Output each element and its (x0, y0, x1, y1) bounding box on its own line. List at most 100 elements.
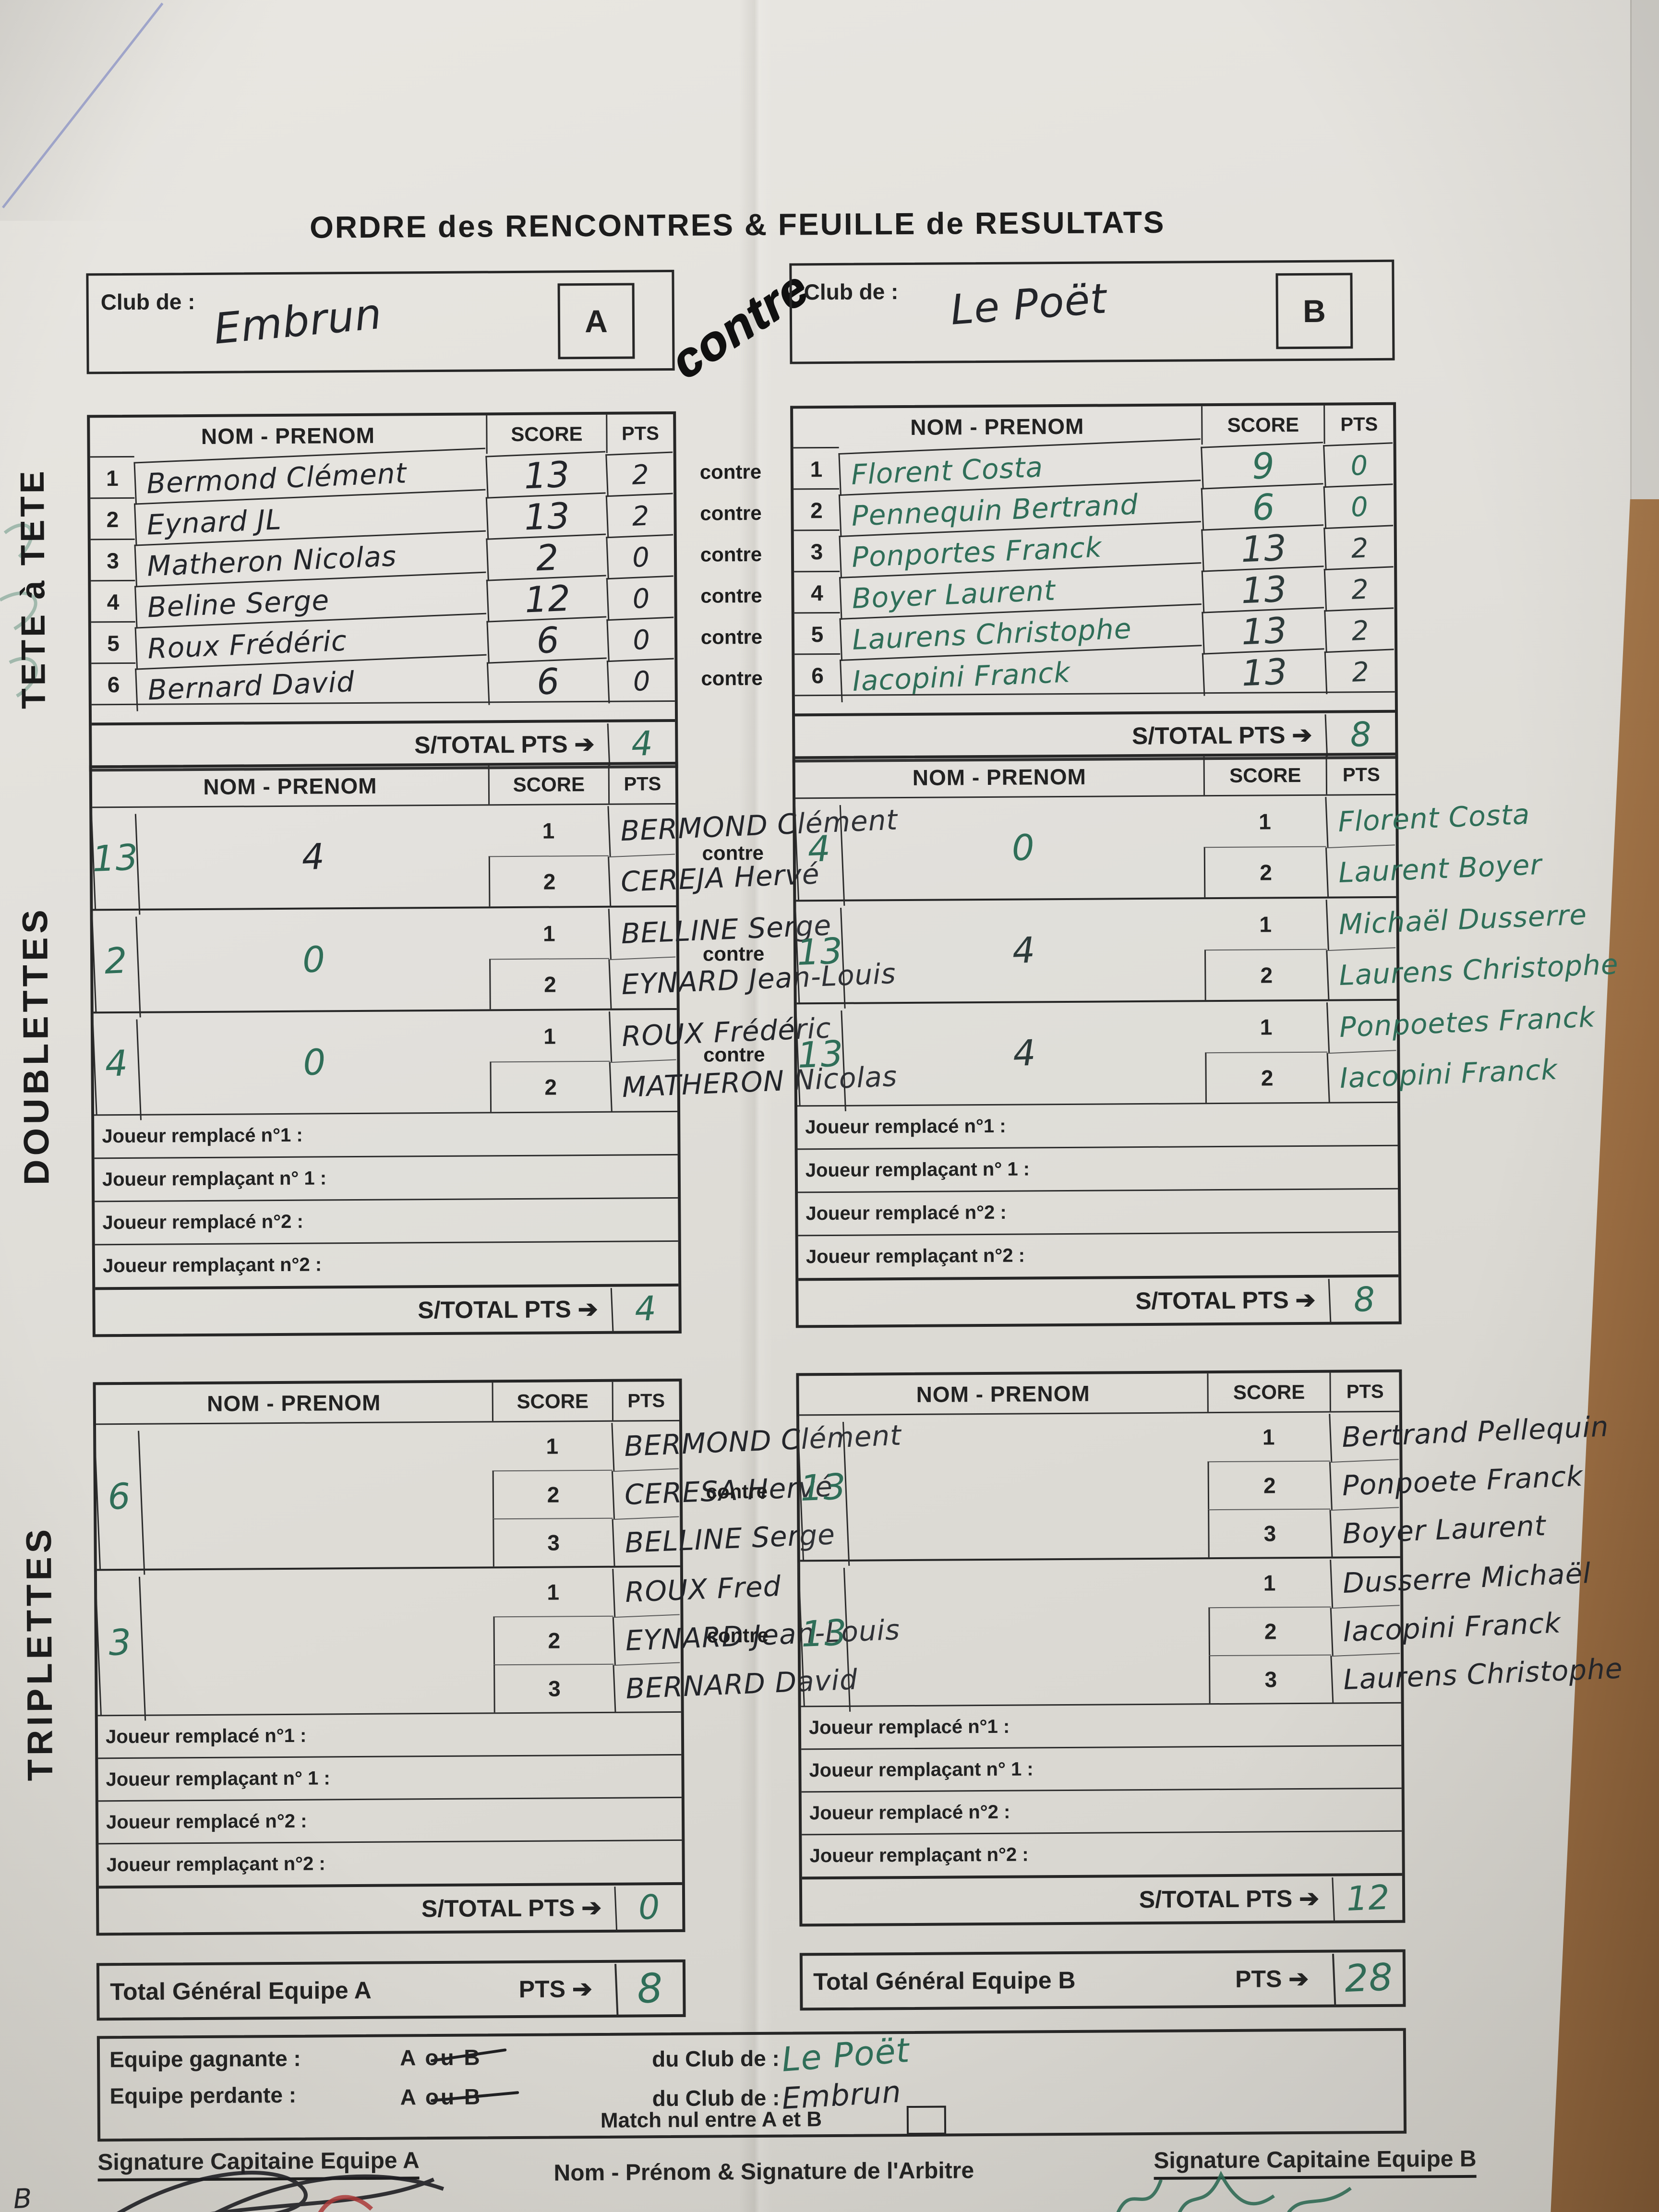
subtotal-value: 0 (614, 1884, 684, 1931)
pts-value (842, 1407, 1211, 1566)
total-a-label: Total Général Equipe A (110, 1976, 372, 2006)
score-value: 6 (93, 1424, 144, 1570)
doublettes-table-a: NOM - PRENOM SCORE PTS 1 BERMOND Clément… (89, 761, 898, 1337)
player-name: Laurent Boyer (1325, 844, 1542, 898)
row-num: 3 (1209, 1654, 1332, 1704)
player-name: Boyer Laurent (1329, 1507, 1547, 1558)
row-num: 1 (542, 817, 555, 843)
subtotal-row: S/TOTAL PTS ➔ 0 (98, 1882, 684, 1933)
pts-value: 4 (840, 893, 1207, 1009)
pts-value: 0 (606, 575, 675, 621)
tete-table-a: NOM - PRENOM SCORE PTS 1 Bermond Clément… (87, 411, 678, 772)
contre-label: contre (700, 584, 762, 607)
pts-value: 2 (1324, 649, 1396, 695)
stray-letter: B (12, 2183, 33, 2212)
remplace-row: Joueur remplacé n°2 : (95, 1197, 678, 1244)
row-num: 3 (493, 1517, 613, 1567)
score-value: 2 (91, 910, 140, 1012)
player-name: ROUX Fred (612, 1566, 782, 1617)
pair-row: 1 Florent Costa 4 0 2 Laurent Boyer (793, 790, 1542, 906)
pair-row: 1 Ponpoetes Franck 13 4 2 Iacopini Franc… (795, 996, 1596, 1111)
club-b-box: Club de : Le Poët B (789, 259, 1395, 364)
score-value: 13 (797, 1561, 849, 1707)
player-name: Dusserre Michaël (1330, 1557, 1592, 1608)
score-value: 2 (486, 533, 608, 581)
total-box-b: Total Général Equipe B PTS ➔ 28 (799, 1949, 1406, 2011)
row-num: 6 (794, 653, 841, 697)
player-name: BELLINE Serge (608, 906, 832, 960)
contre-label: contre (700, 625, 763, 649)
paper-crease (739, 0, 773, 2212)
section-label-tete: TETE à TETE (13, 468, 52, 709)
contre-label: contre (707, 1623, 769, 1647)
row-num: 1 (542, 920, 555, 946)
row-num: 3 (1208, 1508, 1331, 1558)
row-num: 1 (793, 446, 840, 490)
score-value: 6 (486, 657, 609, 705)
row-num: 1 (1259, 911, 1272, 937)
triplettes-table-a: NOM - PRENOM SCORE PTS 1 BERMOND Clément… (93, 1378, 902, 1936)
remplace-row: Joueur remplaçant n°2 : (798, 1231, 1399, 1278)
row-num: 2 (793, 488, 840, 531)
pts-value: 2 (605, 493, 675, 539)
col-pts: PTS (612, 1381, 679, 1420)
score-value: 4 (92, 1012, 140, 1115)
club-b-name: Le Poët (949, 275, 1109, 335)
remplace-row: Joueur remplaçant n° 1 : (801, 1744, 1402, 1791)
pair-row: 1 ROUX Frédéric 4 0 2 MATHERON Nicolas (92, 1005, 898, 1120)
row-num: 1 (1262, 1424, 1275, 1450)
contre-label: contre (703, 1043, 765, 1066)
subtotal-row: S/TOTAL PTS ➔ 4 (95, 1283, 680, 1334)
row-num: 2 (1203, 846, 1327, 898)
row-num: 2 (492, 1469, 613, 1519)
score-value: 12 (486, 575, 608, 623)
row-num: 2 (488, 855, 609, 907)
pts-value: 2 (1324, 607, 1395, 653)
remplace-row: Joueur remplaçant n°2 : (95, 1240, 679, 1287)
row-num: 2 (1205, 1051, 1328, 1103)
contre-label: contre (699, 460, 762, 483)
player-name: Michaël Dusserre (1325, 897, 1587, 950)
row-num: 5 (794, 612, 841, 655)
player-name: Iacopini Franck (1326, 1050, 1558, 1104)
subtotal-row: S/TOTAL PTS ➔ 8 (798, 1274, 1400, 1325)
page-title: ORDRE des RENCONTRES & FEUILLE de RESULT… (309, 204, 1166, 245)
club-a-name: Embrun (211, 289, 384, 354)
letter-a: A (584, 303, 608, 339)
du-club-label: du Club de : (651, 2045, 780, 2072)
contre-label: contre (706, 1479, 768, 1503)
contre-label: contre (700, 501, 762, 525)
pts-value: 2 (605, 451, 674, 497)
score-value: 3 (94, 1570, 144, 1716)
contre-label: contre (700, 542, 762, 566)
player-name: CEREJA Hervé (608, 854, 820, 907)
col-pts: PTS (1329, 1372, 1399, 1411)
player-name: Florent Costa (1325, 794, 1530, 848)
player-name: ROUX Frédéric (609, 1009, 832, 1062)
signature-a-scribble (107, 2171, 445, 2212)
score-value: 13 (794, 901, 844, 1003)
club-b-label: Club de : (804, 279, 899, 305)
row-num: 1 (1258, 808, 1271, 834)
remplace-row: Joueur remplaçant n°2 : (802, 1830, 1402, 1877)
subtotal-row: S/TOTAL PTS ➔ 4 (92, 719, 676, 769)
contre-label: contre (702, 942, 765, 965)
pts-value: 2 (1323, 525, 1395, 571)
subtotal-label: S/TOTAL PTS ➔ (414, 730, 595, 759)
player-name: Ponpoete Franck (1329, 1459, 1584, 1510)
pts-value: 0 (136, 1005, 492, 1120)
subtotal-label: S/TOTAL PTS ➔ (421, 1894, 602, 1923)
match-nul-label: Match nul entre A et B (600, 2107, 822, 2132)
col-pts: PTS (1323, 405, 1394, 444)
doublettes-table-b: NOM - PRENOM SCORE PTS 1 Florent Costa 4… (792, 752, 1619, 1328)
result-box: Equipe gagnante : A ou B du Club de : Le… (96, 2028, 1407, 2142)
perdante-label: Equipe perdante : (109, 2082, 297, 2109)
col-score: SCORE (1207, 1372, 1330, 1412)
col-pts: PTS (608, 764, 676, 804)
total-a-pts-label: PTS ➔ (518, 1975, 592, 2003)
letter-b: B (1302, 293, 1326, 329)
col-pts: PTS (606, 414, 673, 453)
club-a-letter: A (557, 283, 635, 360)
contre-label: contre (701, 666, 763, 690)
